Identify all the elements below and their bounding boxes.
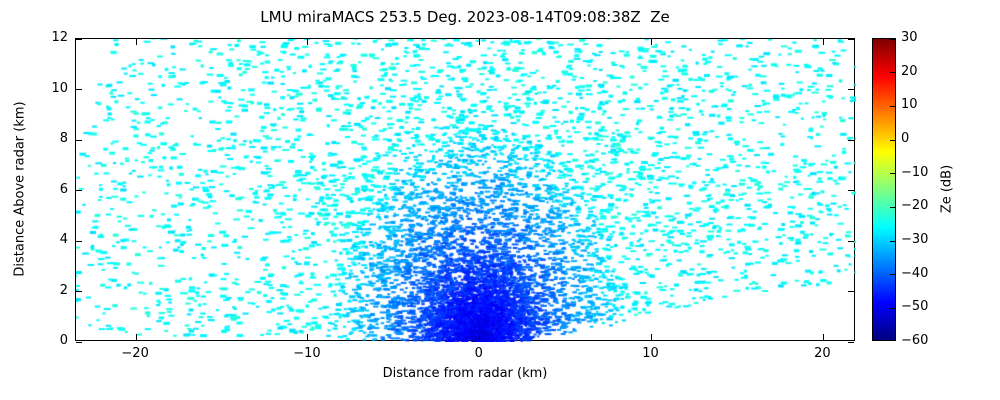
colorbar-tick <box>890 139 895 141</box>
x-tick-label: −10 <box>293 346 321 361</box>
y-tick <box>848 139 854 141</box>
y-tick <box>848 190 854 191</box>
y-tick <box>76 240 82 242</box>
x-tick-label: −20 <box>121 346 149 361</box>
y-tick <box>76 89 82 90</box>
x-tick-label: 10 <box>642 346 659 361</box>
x-tick <box>135 334 137 340</box>
colorbar-tick <box>890 340 895 341</box>
y-tick-label: 8 <box>59 131 68 146</box>
y-tick <box>76 190 82 191</box>
x-tick <box>651 39 653 45</box>
colorbar-tick <box>890 173 895 175</box>
colorbar-tick-label: 10 <box>901 97 918 113</box>
colorbar-tick-label: −40 <box>901 265 929 281</box>
colorbar-tick-label: −20 <box>901 198 929 214</box>
plot-area <box>75 38 856 343</box>
x-tick <box>822 39 824 45</box>
y-tick-label: 10 <box>51 80 68 96</box>
colorbar-tick-label: 0 <box>901 131 910 146</box>
colorbar-tick <box>890 274 895 276</box>
colorbar <box>872 38 896 341</box>
x-axis-label: Distance from radar (km) <box>382 366 548 381</box>
colorbar-tick-label: −50 <box>901 299 929 315</box>
x-tick <box>135 39 137 45</box>
y-tick <box>76 139 82 141</box>
x-tick-label: 20 <box>814 346 831 361</box>
x-tick <box>822 334 824 340</box>
x-tick <box>479 39 481 45</box>
y-tick <box>848 341 854 343</box>
y-tick-label: 4 <box>59 232 68 247</box>
colorbar-tick <box>890 105 895 107</box>
y-tick <box>76 291 82 292</box>
x-tick-label: 0 <box>474 346 483 361</box>
colorbar-tick <box>890 307 895 309</box>
colorbar-tick-label: 30 <box>901 30 918 45</box>
y-tick-label: 12 <box>51 30 68 45</box>
colorbar-tick <box>890 72 895 74</box>
y-tick-label: 6 <box>59 181 68 197</box>
y-tick <box>848 291 854 292</box>
colorbar-tick-label: −10 <box>901 164 929 180</box>
y-tick <box>76 341 82 343</box>
colorbar-tick-label: −60 <box>901 333 929 348</box>
x-tick <box>651 334 653 340</box>
y-tick <box>848 38 854 40</box>
y-tick <box>848 89 854 90</box>
colorbar-tick-label: −30 <box>901 232 929 247</box>
colorbar-tick <box>890 240 895 242</box>
colorbar-tick <box>890 206 895 208</box>
y-tick-label: 2 <box>59 282 68 298</box>
y-tick-label: 0 <box>59 333 68 348</box>
colorbar-tick <box>890 39 895 40</box>
y-tick <box>848 240 854 242</box>
chart-title: LMU miraMACS 253.5 Deg. 2023-08-14T09:08… <box>260 8 670 26</box>
x-tick <box>479 334 481 340</box>
rhi-speckle-canvas <box>76 39 856 342</box>
x-tick <box>307 39 309 45</box>
x-tick <box>307 334 309 340</box>
colorbar-tick-label: 20 <box>901 63 918 79</box>
y-tick <box>76 38 82 40</box>
